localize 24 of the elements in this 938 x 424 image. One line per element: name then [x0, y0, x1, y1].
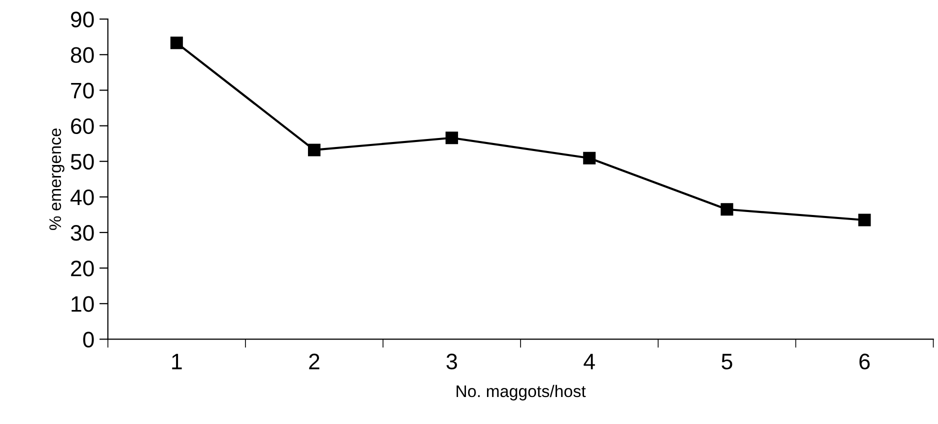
point	[308, 144, 320, 156]
x-tick-label: 2	[309, 354, 320, 370]
y-tick-label: 40	[70, 189, 94, 206]
x-tick-label: 6	[859, 354, 870, 370]
x-tick-label: 3	[446, 354, 458, 370]
x-axis-title: No. maggots/host	[456, 384, 586, 400]
y-tick-label: 20	[71, 260, 94, 276]
x-tick-label: 4	[584, 354, 595, 370]
y-tick-label: 90	[71, 12, 94, 28]
y-axis-title: % emergence	[49, 128, 64, 230]
x-tick-label: 5	[722, 354, 732, 370]
y-tick-label: 0	[83, 332, 94, 348]
point	[446, 132, 458, 144]
x-tick-label: 1	[172, 354, 182, 370]
point	[583, 152, 596, 164]
point	[720, 203, 734, 216]
point	[170, 36, 183, 50]
y-tick-label: 70	[71, 82, 94, 98]
y-tick-label: 50	[70, 154, 94, 170]
y-tick-label: 10	[72, 296, 94, 312]
y-tick-label: 80	[70, 47, 94, 63]
y-tick-label: 30	[70, 225, 94, 241]
point	[858, 214, 871, 226]
y-tick-label: 60	[71, 118, 94, 134]
